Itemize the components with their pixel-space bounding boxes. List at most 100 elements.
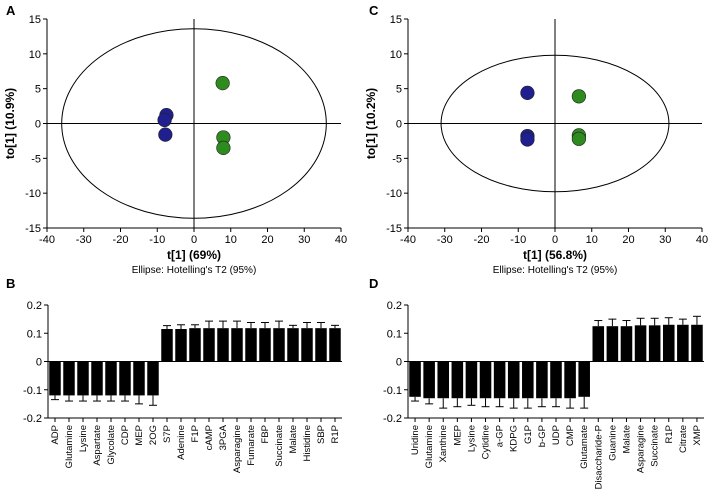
panel-a-xtick-label: -20 bbox=[113, 234, 129, 246]
panel-c-ylabel: to[1] (10.2%) bbox=[364, 88, 378, 159]
panel-a-xtick-label: -30 bbox=[76, 234, 92, 246]
panel-b-category-label: Fumarate bbox=[246, 425, 257, 466]
panel-d-bar-g1p bbox=[522, 361, 534, 399]
panel-a-xtick-label: 40 bbox=[335, 234, 347, 246]
panel-b-letter: B bbox=[6, 276, 15, 291]
panel-b-category-label: Glutamine bbox=[64, 425, 75, 468]
panel-d-bar-guanine bbox=[606, 326, 619, 362]
panel-c-xtick-label: -10 bbox=[510, 234, 526, 246]
panel-c-hotelling-ellipse bbox=[440, 54, 670, 193]
panel-a-ytick-label: 10 bbox=[29, 49, 41, 61]
panel-b-ytick-label: -0.2 bbox=[23, 413, 42, 425]
panel-d-letter: D bbox=[369, 276, 378, 291]
panel-d-ytick-label: 0 bbox=[396, 357, 402, 369]
panel-b-bar-histidine bbox=[301, 328, 313, 362]
panel-d-bar-citrate bbox=[677, 324, 689, 362]
panel-c-xtick-label: 10 bbox=[586, 234, 598, 246]
panel-a-ytick-label: 0 bbox=[35, 119, 41, 131]
panel-c-ytick-label: -15 bbox=[386, 223, 402, 235]
panel-c-letter: C bbox=[369, 3, 379, 18]
panel-c-xtick-label: 0 bbox=[552, 234, 558, 246]
panel-d-bar-asparagine bbox=[634, 325, 647, 362]
panel-b-category-label: 2OG bbox=[148, 425, 159, 445]
panel-b-category-label: MEP bbox=[134, 425, 145, 446]
panel-d-bar-disaccharide-p bbox=[592, 326, 605, 362]
panel-c-xtick-label: 20 bbox=[622, 234, 634, 246]
panel-d-bar-r1p bbox=[662, 324, 675, 362]
panel-d-bar-succinate bbox=[648, 325, 661, 362]
panel-c-xtick-label: -30 bbox=[437, 234, 453, 246]
panel-b-bar-sbp bbox=[315, 328, 327, 362]
panel-c-xtick-label: 30 bbox=[659, 234, 671, 246]
panel-d-category-label: Lysine bbox=[466, 425, 477, 452]
panel-c-point-group-green bbox=[571, 131, 586, 146]
panel-b-bar-succinate bbox=[273, 328, 285, 362]
panel-d-bar-glutamine bbox=[423, 361, 435, 399]
panel-b-category-label: Lysine bbox=[78, 425, 89, 452]
panel-d-category-label: Succinate bbox=[650, 425, 661, 467]
panel-a-ytick-label: 15 bbox=[29, 14, 41, 26]
panel-b-ytick-label: 0.1 bbox=[27, 328, 42, 340]
panel-a-xtick-label: 0 bbox=[191, 234, 197, 246]
panel-b-ytick-label: 0 bbox=[36, 357, 42, 369]
panel-b-ytick-label: 0.2 bbox=[27, 300, 42, 312]
panel-d-category-label: Glutamine bbox=[424, 425, 435, 468]
panel-b-bar-cdp bbox=[119, 361, 131, 396]
panel-d-bar-cytidine bbox=[479, 361, 492, 399]
panel-a-point-group-green bbox=[215, 75, 230, 91]
panel-b-category-label: Asparagine bbox=[232, 425, 243, 473]
panel-d-category-label: KDPG bbox=[509, 425, 520, 452]
panel-b-category-label: Glycolate bbox=[106, 425, 117, 465]
panel-d-category-label: Asparagine bbox=[636, 425, 647, 473]
panel-c-xtick-label: -40 bbox=[400, 234, 416, 246]
panel-b-category-label: Aspartate bbox=[92, 425, 103, 466]
panel-a-hotelling-ellipse bbox=[61, 28, 327, 219]
panel-b-category-label: Succinate bbox=[274, 425, 285, 467]
panel-b-bar-s7p bbox=[161, 329, 173, 362]
panel-b-category-label: SBP bbox=[316, 425, 327, 444]
panel-d-ytick-label: 0.2 bbox=[387, 300, 402, 312]
panel-b-bar-glutamine bbox=[63, 361, 75, 396]
panel-a-xtick-label: 10 bbox=[225, 234, 237, 246]
panel-d-bar-udp bbox=[550, 361, 562, 399]
panel-b-category-label: R1P bbox=[330, 425, 341, 443]
panel-b-category-label: Adenine bbox=[176, 425, 187, 460]
panel-b-bar-adenine bbox=[175, 329, 187, 362]
panel-b-bar-camp bbox=[203, 328, 215, 362]
panel-d-bar-uridine bbox=[409, 361, 421, 397]
panel-b-category-label: S7P bbox=[162, 425, 173, 443]
panel-a-xtick-label: -10 bbox=[149, 234, 165, 246]
panel-c-caption: Ellipse: Hotelling's T2 (95%) bbox=[493, 265, 618, 276]
panel-d-ytick-label: -0.1 bbox=[383, 385, 402, 397]
panel-d-bar-a-gp bbox=[493, 361, 506, 399]
panel-d-bar-cmp bbox=[564, 361, 576, 399]
panel-d-ytick-label: -0.2 bbox=[383, 413, 402, 425]
panel-a-ytick-label: 5 bbox=[35, 84, 41, 96]
panel-a-xtick-label: 30 bbox=[298, 234, 310, 246]
panel-c-scatter: C -15 -10 -5 0 5 10 15 -40 -30 -20 -10 0 10 20 30 40 t[… bbox=[364, 3, 708, 276]
panel-c-ytick-label: 15 bbox=[390, 14, 402, 26]
panel-d-category-label: a-GP bbox=[495, 425, 506, 447]
panel-a-ytick-label: -10 bbox=[25, 188, 41, 200]
panel-b-bar-asparagine bbox=[231, 328, 243, 362]
panel-a-caption: Ellipse: Hotelling's T2 (95%) bbox=[132, 265, 257, 276]
panel-a-xtick-label: -40 bbox=[39, 234, 55, 246]
panel-b-bar-r1p bbox=[329, 328, 341, 362]
panel-c-xtick-label: 40 bbox=[696, 234, 708, 246]
panel-d-bar-xanthine bbox=[437, 361, 450, 399]
panel-c-ytick-label: -10 bbox=[386, 188, 402, 200]
panel-b-bar-aspartate bbox=[91, 361, 103, 396]
panel-c-point-group-green bbox=[571, 89, 586, 104]
panel-d-category-label: CMP bbox=[565, 425, 576, 446]
panel-d-bar-b-gp bbox=[536, 361, 548, 399]
panel-b-category-label: Histidine bbox=[302, 425, 313, 461]
panel-b-category-label: Malate bbox=[288, 425, 299, 454]
panel-d-bar-malate bbox=[620, 326, 633, 362]
panel-b-bar-adp bbox=[49, 361, 61, 396]
panel-a-point-group-blue bbox=[158, 127, 173, 142]
panel-a-xtick-label: 20 bbox=[261, 234, 273, 246]
panel-d-category-label: Cytidine bbox=[481, 425, 492, 459]
panel-b-bar-fumarate bbox=[245, 328, 257, 362]
